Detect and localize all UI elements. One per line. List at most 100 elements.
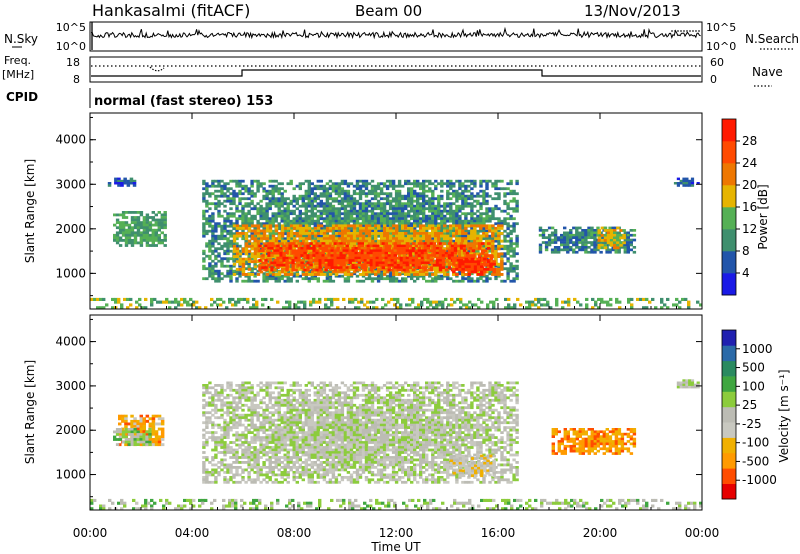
data-cell (479, 239, 483, 243)
data-cell (464, 219, 468, 223)
data-cell (232, 214, 236, 218)
data-cell (136, 241, 141, 245)
data-cell (211, 259, 215, 263)
data-cell (443, 214, 447, 218)
data-cell (461, 239, 465, 243)
data-cell (333, 268, 337, 272)
data-cell (428, 279, 432, 283)
data-cell (280, 194, 284, 198)
data-cell (345, 259, 349, 262)
data-cell (331, 207, 336, 211)
data-cell (382, 222, 387, 226)
data-cell (512, 192, 516, 196)
data-cell (479, 189, 483, 193)
data-cell (404, 229, 408, 233)
data-cell (384, 249, 388, 253)
data-cell (509, 262, 513, 266)
data-cell (322, 227, 327, 231)
data-cell (337, 234, 342, 238)
data-cell (163, 223, 167, 227)
data-cell (211, 264, 215, 268)
data-cell (267, 251, 271, 255)
data-cell (407, 273, 411, 276)
data-cell (378, 263, 382, 267)
data-cell (304, 224, 309, 228)
data-cell (437, 202, 441, 206)
data-cell (274, 242, 279, 246)
data-cell (333, 254, 337, 257)
data-cell (115, 221, 120, 224)
data-cell (470, 202, 474, 206)
data-cell (364, 199, 369, 203)
data-cell (361, 204, 366, 208)
data-cell (349, 199, 354, 203)
data-cell (306, 261, 310, 265)
data-cell (232, 252, 236, 256)
data-cell (325, 212, 330, 216)
data-cell (398, 234, 402, 238)
data-cell (295, 217, 299, 221)
data-cell (217, 272, 221, 276)
data-cell (274, 214, 278, 218)
data-cell (283, 239, 288, 243)
data-cell (399, 247, 404, 250)
data-cell (214, 279, 218, 283)
data-cell (331, 237, 336, 241)
data-cell (307, 194, 311, 198)
data-cell (446, 189, 450, 193)
data-cell (360, 256, 364, 260)
data-cell (262, 207, 266, 211)
data-cell (238, 197, 242, 201)
data-cell (398, 273, 402, 276)
data-cell (286, 224, 290, 228)
data-cell (226, 224, 230, 228)
data-cell (419, 229, 423, 233)
data-cell (384, 242, 388, 245)
data-cell (464, 189, 468, 193)
data-cell (452, 279, 456, 283)
data-cell (340, 234, 345, 238)
data-cell (346, 222, 351, 226)
data-cell (259, 184, 263, 188)
data-cell (327, 263, 331, 267)
data-cell (419, 209, 423, 213)
data-cell (235, 277, 239, 281)
nave-tick-bottom-right: 0 (710, 73, 717, 86)
data-cell (286, 229, 290, 233)
data-cell (229, 199, 233, 203)
data-cell (211, 267, 215, 271)
data-cell (337, 202, 342, 206)
data-cell (258, 263, 262, 267)
data-cell (328, 237, 333, 241)
data-cell (509, 267, 513, 271)
data-cell (130, 239, 135, 242)
data-cell (455, 232, 459, 235)
data-cell (331, 234, 336, 238)
data-cell (142, 233, 147, 237)
data-cell (205, 204, 209, 208)
data-cell (425, 202, 429, 206)
data-cell (449, 237, 453, 241)
data-cell (295, 184, 299, 188)
data-cell (392, 273, 396, 276)
data-cell (250, 214, 254, 218)
data-cell (440, 184, 444, 188)
data-cell (285, 259, 289, 262)
data-cell (295, 279, 299, 283)
data-cell (226, 232, 230, 236)
data-cell (229, 264, 233, 268)
data-cell (238, 244, 242, 248)
data-cell (497, 252, 501, 256)
data-cell (422, 217, 426, 221)
data-cell (470, 229, 474, 233)
data-cell (250, 192, 254, 196)
data-cell (361, 274, 366, 278)
data-cell (401, 197, 405, 201)
data-cell (312, 251, 316, 255)
data-cell (458, 192, 462, 196)
data-cell (253, 224, 258, 228)
data-cell (163, 226, 167, 230)
data-cell (393, 244, 397, 248)
data-cell (358, 273, 363, 276)
data-cell (434, 267, 438, 271)
